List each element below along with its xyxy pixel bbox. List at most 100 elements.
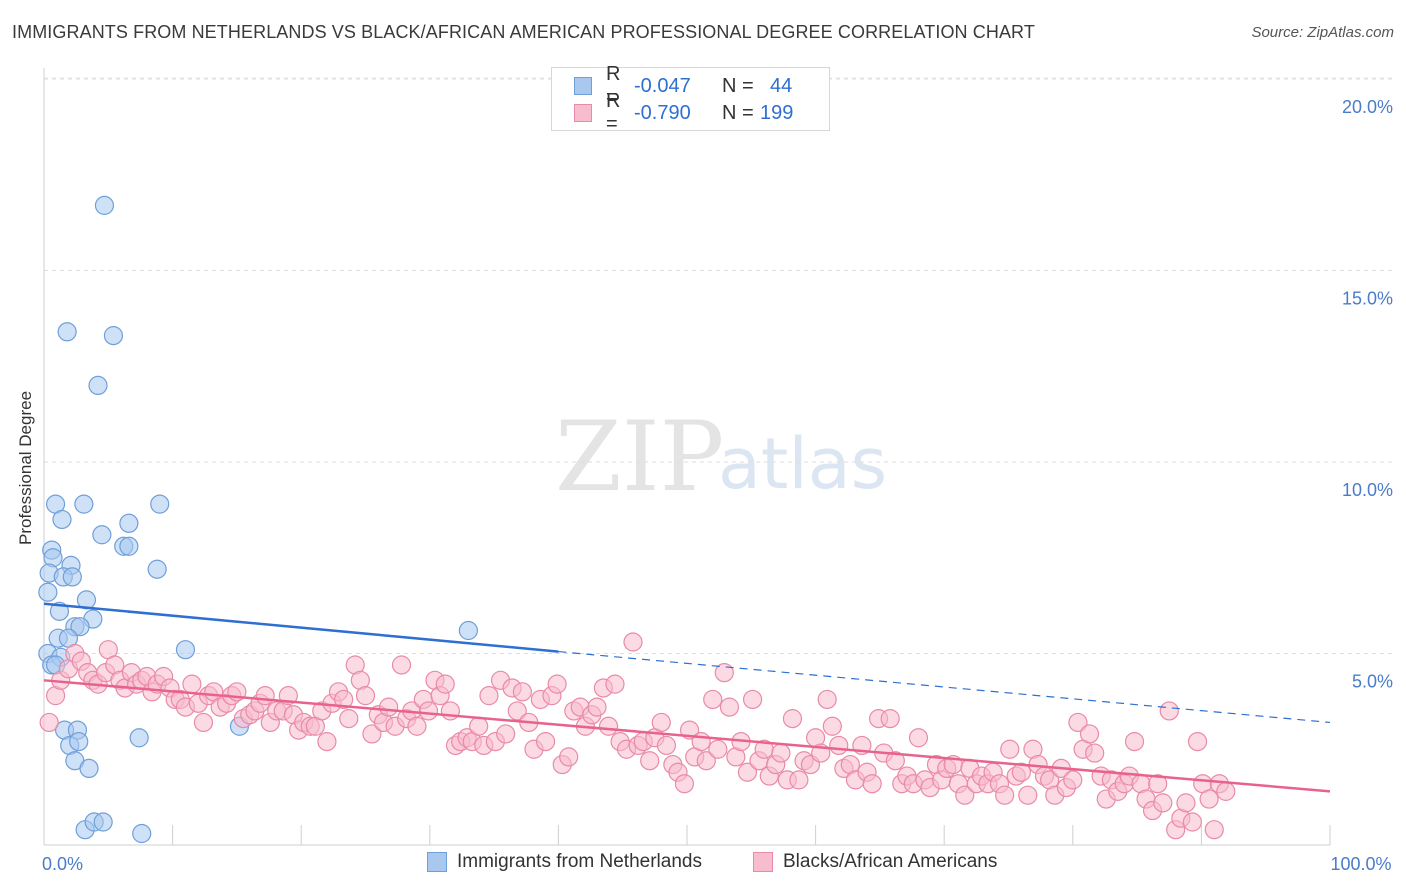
point-netherlands	[70, 617, 90, 637]
trendline-black	[43, 679, 1331, 793]
point-black	[182, 674, 202, 694]
bottom-legend-label-netherlands: Immigrants from Netherlands	[457, 851, 702, 872]
legend-n-label: N =	[722, 101, 754, 124]
point-black	[355, 686, 376, 706]
point-black	[719, 697, 740, 717]
point-black	[995, 785, 1015, 805]
point-black	[559, 747, 579, 767]
point-black	[1216, 781, 1236, 801]
point-black	[1000, 739, 1020, 759]
point-netherlands	[132, 823, 152, 844]
point-black	[39, 712, 59, 733]
legend-n-label: N =	[722, 74, 754, 97]
point-black	[1018, 785, 1038, 805]
point-black	[1182, 812, 1202, 832]
legend-r-label: R =	[606, 90, 621, 135]
point-black	[908, 728, 929, 748]
point-black	[255, 686, 275, 706]
point-black	[817, 689, 837, 710]
y-tick-label: 5.0%	[1352, 672, 1393, 692]
legend-swatch-netherlands	[574, 77, 592, 95]
point-netherlands	[150, 494, 170, 514]
point-black	[512, 682, 532, 702]
point-black	[1187, 731, 1208, 752]
point-black	[1085, 743, 1105, 763]
point-black	[703, 689, 723, 710]
point-black	[605, 674, 625, 694]
point-black	[587, 697, 607, 717]
point-black	[789, 770, 809, 790]
watermark-atlas: atlas	[718, 423, 887, 505]
point-netherlands	[38, 582, 58, 602]
point-black	[407, 716, 427, 736]
point-netherlands	[79, 758, 99, 779]
point-black	[822, 716, 842, 736]
bottom-legend-label-black: Blacks/African Americans	[783, 851, 998, 872]
legend-n-value: 44	[770, 74, 793, 97]
point-black	[742, 689, 763, 710]
point-black	[339, 709, 359, 729]
y-axis-label: Professional Degree	[16, 390, 35, 545]
x-tick-label: 100.0%	[1330, 854, 1391, 874]
bottom-legend-netherlands: Immigrants from Netherlands	[427, 851, 702, 873]
point-black	[656, 735, 677, 756]
point-black	[862, 774, 882, 794]
point-black	[1153, 793, 1173, 813]
point-netherlands	[92, 525, 112, 545]
trendline-netherlands	[43, 602, 559, 653]
point-black	[885, 751, 905, 771]
point-black	[1204, 820, 1224, 840]
point-black	[440, 701, 460, 721]
point-black	[640, 751, 660, 771]
legend-swatch-black	[574, 104, 592, 122]
chart-title: IMMIGRANTS FROM NETHERLANDS VS BLACK/AFR…	[12, 22, 1035, 42]
point-black	[479, 686, 499, 706]
point-black	[737, 762, 758, 782]
point-black	[1159, 701, 1179, 721]
bottom-legend-swatch-netherlands	[427, 852, 447, 872]
point-black	[708, 739, 728, 759]
point-netherlands	[93, 812, 113, 832]
point-black	[535, 731, 556, 752]
point-black	[193, 712, 214, 733]
point-black	[880, 709, 900, 729]
point-black	[1063, 770, 1083, 790]
watermark-zip: ZIP	[555, 401, 724, 513]
trendline-netherlands-extrapolated	[558, 650, 1331, 724]
point-black	[435, 674, 455, 694]
point-black	[469, 716, 489, 736]
point-black	[598, 716, 619, 736]
point-black	[362, 724, 382, 744]
point-black	[496, 724, 516, 744]
legend-n-value: 199	[760, 101, 794, 124]
source-label: Source: ZipAtlas.com	[1251, 24, 1394, 41]
x-tick-label: 0.0%	[42, 854, 83, 874]
point-netherlands	[88, 375, 108, 395]
point-netherlands	[458, 620, 478, 641]
y-tick-label: 10.0%	[1342, 480, 1393, 500]
point-black	[771, 743, 791, 763]
point-netherlands	[57, 322, 77, 342]
legend-r-value: -0.047	[634, 74, 691, 97]
point-black	[696, 751, 716, 771]
legend-r-label: R =	[606, 63, 621, 108]
point-netherlands	[69, 731, 89, 752]
legend-row-netherlands: R = -0.047 N = 44	[574, 63, 793, 108]
y-tick-label: 20.0%	[1342, 97, 1393, 117]
point-black	[674, 774, 695, 794]
point-black	[1148, 774, 1168, 794]
point-black	[782, 709, 803, 729]
point-netherlands	[62, 567, 82, 587]
point-black	[651, 712, 671, 733]
point-black	[418, 701, 439, 721]
point-netherlands	[147, 559, 167, 579]
point-netherlands	[94, 195, 115, 215]
point-netherlands	[52, 509, 72, 530]
point-black	[623, 632, 643, 652]
point-netherlands	[119, 536, 139, 556]
point-black	[714, 663, 734, 683]
bottom-legend-black: Blacks/African Americans	[753, 851, 997, 873]
legend-r-value: -0.790	[634, 101, 691, 124]
point-netherlands	[103, 326, 124, 346]
